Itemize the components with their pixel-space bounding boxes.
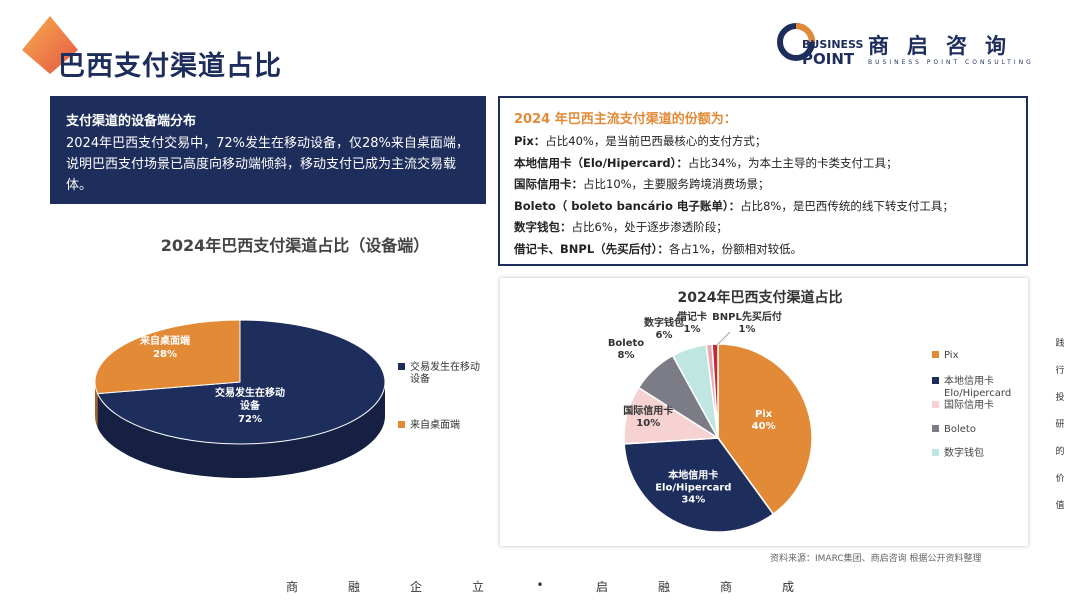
channel-chart-panel: 2024年巴西支付渠道占比 Pix 40% 本地信用卡 Elo/Hipercard 34%…: [500, 278, 1028, 546]
leader-line: [715, 331, 731, 347]
logo-mark-icon: [777, 23, 815, 61]
side-char: 行: [1055, 366, 1065, 376]
side-slogan: 践 行 投 研 的 价 值: [1052, 336, 1068, 511]
legend-label: 本地信用卡 Elo/Hipercard: [944, 374, 1011, 399]
slice-label-outer: 数字钱包 6%: [644, 316, 684, 341]
legend-label: Pix: [944, 350, 959, 361]
legend-label: 国际信用卡: [944, 398, 994, 411]
logo-word-business: BUSINESS: [802, 38, 864, 51]
share-line-pix: Pix：占比40%，是当前巴西最核心的支付方式；: [514, 134, 767, 148]
legend-swatch: [932, 377, 939, 384]
share-heading: 2024 年巴西主流支付渠道的份额为：: [514, 112, 737, 127]
corner-decoration: [22, 16, 78, 74]
pie-slice: [717, 343, 813, 516]
footer-char: 融: [347, 580, 360, 594]
share-line-intl-card: 国际信用卡：占比10%，主要服务跨境消费场景；: [514, 177, 770, 191]
share-line-boleto: Boleto（ boleto bancário 电子账单）：占比8%，是巴西传统…: [514, 198, 954, 213]
footer-slogan: 商 融 企 立 • 启 融 商 成: [0, 578, 1080, 595]
footer-char: 商: [285, 580, 298, 594]
share-line-wallet: 数字钱包：占比6%，处于逐步渗透阶段；: [514, 220, 728, 234]
data-source-note: 资料来源：IMARC集团、商启咨询 根据公开资料整理: [770, 554, 982, 564]
legend-swatch: [932, 401, 939, 408]
footer-char: 立: [471, 580, 484, 594]
footer-char: 成: [781, 580, 794, 594]
summary-heading: 支付渠道的设备端分布: [66, 114, 197, 129]
slice-label: Pix 40%: [752, 409, 776, 432]
side-char: 价: [1055, 474, 1065, 484]
device-distribution-summary: 支付渠道的设备端分布 2024年巴西支付交易中，72%发生在移动设备，仅28%来…: [50, 96, 486, 204]
page-title: 巴西支付渠道占比: [58, 51, 282, 82]
company-logo: BUSINESS POINT 商启咨询 BUSINESS POINT CONSU…: [776, 14, 1066, 74]
pie-slice: [96, 319, 386, 445]
logo-chinese-name: 商启咨询: [868, 34, 1024, 58]
summary-body: 2024年巴西支付交易中，72%发生在移动设备，仅28%来自桌面端，说明巴西支付…: [66, 136, 469, 193]
legend-label: 数字钱包: [944, 446, 984, 459]
side-char: 值: [1055, 501, 1065, 511]
pie-side-72: [97, 382, 385, 478]
pie-slice: [94, 319, 241, 395]
footer-char: 企: [409, 580, 422, 594]
share-line-local-card: 本地信用卡（Elo/Hipercard）：占比34%，为本土主导的卡类支付工具；: [514, 155, 898, 170]
legend-swatch: [932, 425, 939, 432]
channel-share-summary: 2024 年巴西主流支付渠道的份额为： Pix：占比40%，是当前巴西最核心的支…: [498, 96, 1028, 266]
slice-label-desktop: 来自桌面端 28%: [139, 334, 190, 360]
slice-label-outer: 借记卡 1%: [676, 310, 707, 335]
footer-char: 商: [719, 580, 732, 594]
logo-word-point: POINT: [802, 50, 855, 68]
side-char: 践: [1055, 339, 1065, 349]
slice-label-outer: Boleto 8%: [608, 338, 644, 361]
slice-label: 本地信用卡 Elo/Hipercard 34%: [655, 468, 731, 505]
logo-tagline: BUSINESS POINT CONSULTING: [868, 59, 1034, 66]
device-chart-title: 2024年巴西支付渠道占比（设备端）: [160, 236, 430, 255]
legend-label: 来自桌面端: [410, 418, 460, 431]
side-char: 投: [1055, 393, 1065, 403]
side-char: 的: [1055, 447, 1065, 457]
footer-char: 启: [595, 580, 608, 594]
legend-label: 交易发生在移动设备: [410, 360, 480, 385]
side-char: 研: [1055, 420, 1065, 430]
legend-swatch: [398, 363, 405, 370]
share-line-debit-bnpl: 借记卡、BNPL（先买后付）：各占1%，份额相对较低。: [514, 241, 803, 256]
footer-char: •: [536, 578, 544, 592]
legend-swatch: [398, 421, 405, 428]
slice-label-mobile: 交易发生在移动设备 72%: [215, 386, 285, 425]
footer-char: 融: [657, 580, 670, 594]
legend-label: Boleto: [944, 424, 976, 435]
channel-pie-chart: 2024年巴西支付渠道占比 Pix 40% 本地信用卡 Elo/Hipercard 34%…: [608, 289, 1011, 533]
legend-swatch: [932, 351, 939, 358]
slice-label: 国际信用卡 10%: [623, 404, 673, 429]
legend-swatch: [932, 449, 939, 456]
chart-title: 2024年巴西支付渠道占比: [678, 289, 843, 306]
slice-label-outer: BNPL先买后付 1%: [712, 310, 782, 335]
pie-slice: [623, 437, 775, 533]
